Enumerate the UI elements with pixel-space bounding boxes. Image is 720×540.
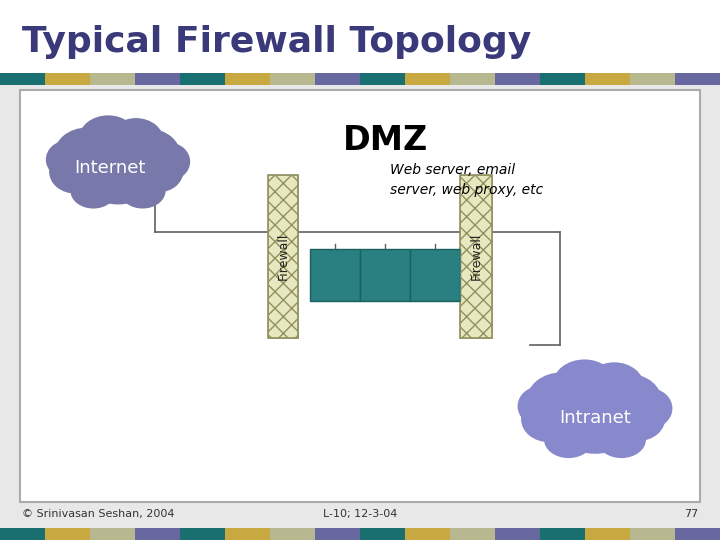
Bar — [0, 73, 45, 85]
Bar — [450, 73, 495, 85]
Ellipse shape — [76, 130, 161, 200]
Text: 77: 77 — [684, 509, 698, 519]
Bar — [135, 73, 180, 85]
Ellipse shape — [544, 421, 593, 458]
Ellipse shape — [71, 173, 117, 208]
Bar — [180, 528, 225, 540]
Text: L-10; 12-3-04: L-10; 12-3-04 — [323, 509, 397, 519]
Text: DMZ: DMZ — [343, 124, 428, 157]
Ellipse shape — [108, 118, 164, 164]
Bar — [310, 249, 360, 301]
Ellipse shape — [557, 402, 634, 454]
Ellipse shape — [595, 374, 662, 429]
Ellipse shape — [82, 156, 154, 205]
Bar — [45, 73, 90, 85]
Bar — [90, 528, 135, 540]
Text: © Srinivasan Seshan, 2004: © Srinivasan Seshan, 2004 — [22, 509, 174, 519]
Ellipse shape — [597, 421, 646, 458]
Ellipse shape — [78, 116, 138, 163]
Bar — [630, 528, 675, 540]
Bar — [0, 528, 45, 540]
Bar — [315, 73, 360, 85]
Bar — [540, 528, 585, 540]
Bar — [675, 528, 720, 540]
Ellipse shape — [521, 396, 577, 442]
Bar — [270, 73, 315, 85]
Ellipse shape — [54, 127, 120, 182]
Ellipse shape — [49, 150, 102, 193]
Text: Firewall: Firewall — [276, 233, 289, 280]
Text: Typical Firewall Topology: Typical Firewall Topology — [22, 25, 531, 59]
Bar — [405, 73, 450, 85]
Bar — [20, 90, 700, 502]
Ellipse shape — [118, 129, 180, 181]
Bar — [460, 175, 492, 338]
Bar — [45, 528, 90, 540]
Bar — [268, 175, 298, 338]
Ellipse shape — [613, 395, 665, 441]
Bar — [540, 73, 585, 85]
Ellipse shape — [46, 140, 89, 179]
Bar — [135, 528, 180, 540]
Text: Web server, email
server, web proxy, etc: Web server, email server, web proxy, etc — [390, 163, 544, 197]
Bar — [460, 175, 492, 338]
Bar — [90, 73, 135, 85]
Bar — [405, 528, 450, 540]
Bar — [585, 528, 630, 540]
Bar — [410, 249, 460, 301]
Bar — [225, 73, 270, 85]
Ellipse shape — [526, 373, 597, 430]
Bar — [495, 528, 540, 540]
Bar — [360, 249, 410, 301]
Text: Internet: Internet — [74, 159, 145, 177]
Bar — [0, 0, 720, 75]
Text: Intranet: Intranet — [559, 409, 631, 427]
Ellipse shape — [120, 173, 166, 208]
Ellipse shape — [553, 360, 616, 410]
Ellipse shape — [626, 388, 672, 429]
Bar — [315, 528, 360, 540]
Bar — [450, 528, 495, 540]
Bar — [180, 73, 225, 85]
Ellipse shape — [135, 148, 184, 192]
Bar — [225, 528, 270, 540]
Ellipse shape — [585, 362, 644, 411]
Bar — [495, 73, 540, 85]
Bar — [360, 73, 405, 85]
Ellipse shape — [148, 143, 190, 181]
Bar — [360, 528, 405, 540]
Bar — [630, 73, 675, 85]
Bar — [268, 175, 298, 338]
Bar — [270, 528, 315, 540]
Text: Firewall: Firewall — [469, 233, 482, 280]
Bar — [675, 73, 720, 85]
Ellipse shape — [518, 386, 563, 427]
Ellipse shape — [549, 375, 641, 449]
Bar — [585, 73, 630, 85]
